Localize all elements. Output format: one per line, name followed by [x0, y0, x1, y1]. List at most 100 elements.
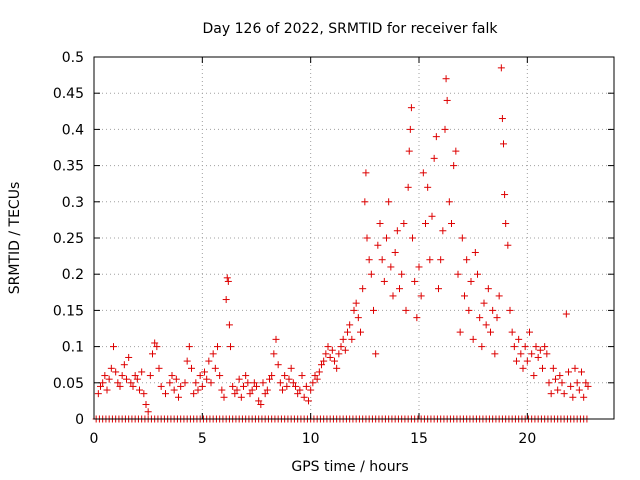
data-point [97, 382, 104, 390]
data-point [328, 346, 336, 354]
data-point [177, 382, 185, 390]
data-point [407, 104, 415, 112]
data-point [560, 390, 568, 398]
data-point [491, 350, 499, 358]
data-point [333, 364, 341, 372]
data-point [253, 382, 260, 390]
data-point [198, 382, 206, 390]
data-point [270, 350, 278, 358]
data-point [439, 227, 447, 235]
data-point [192, 379, 200, 387]
data-point [105, 375, 113, 383]
data-point [393, 227, 401, 235]
axis-ticks: 0 0.05 0.1 0.15 0.2 0.25 0.3 0.35 0.4 0.45 0.5 0 5 10… [53, 50, 614, 447]
data-point [246, 390, 254, 398]
data-point [547, 390, 555, 398]
data-point [116, 382, 124, 390]
data-point [339, 335, 347, 343]
data-point [478, 343, 486, 351]
data-point [194, 386, 202, 394]
data-point [549, 364, 557, 372]
data-point [300, 393, 308, 401]
y-tick-label: 0.35 [53, 159, 84, 175]
data-point [223, 274, 231, 282]
data-point [220, 393, 228, 401]
data-point [469, 335, 477, 343]
data-point [292, 382, 299, 390]
data-point [144, 408, 152, 416]
data-point [344, 328, 351, 336]
data-point [480, 299, 488, 307]
data-point [370, 306, 377, 314]
data-point [545, 379, 553, 387]
data-point [235, 375, 243, 383]
data-point [131, 372, 139, 380]
y-tick-label: 0.1 [62, 340, 84, 356]
data-point [153, 343, 161, 351]
data-point [523, 357, 531, 365]
data-point [530, 372, 538, 380]
data-point [133, 375, 141, 383]
data-point [289, 379, 297, 387]
data-point [482, 321, 490, 329]
data-point [311, 372, 319, 380]
data-point [508, 328, 516, 336]
data-point [441, 125, 449, 133]
grid-lines [94, 57, 614, 419]
data-point [513, 357, 520, 365]
data-point [259, 379, 267, 387]
data-point [363, 234, 371, 242]
data-point [445, 198, 453, 206]
data-point [398, 270, 406, 278]
data-point [562, 310, 570, 318]
data-point [125, 353, 133, 361]
data-point [415, 263, 423, 271]
data-point [324, 343, 332, 351]
data-point [573, 379, 581, 387]
data-point [302, 382, 310, 390]
data-point [380, 277, 388, 285]
data-point [461, 292, 468, 300]
data-point [157, 382, 165, 390]
data-point [274, 361, 282, 369]
data-point [335, 350, 343, 358]
data-point [136, 386, 143, 394]
data-point [287, 364, 295, 372]
data-point [183, 357, 191, 365]
data-point [541, 343, 549, 351]
data-point [495, 292, 503, 300]
data-point [534, 353, 542, 361]
data-point [437, 256, 445, 264]
data-point [374, 241, 382, 249]
data-point [502, 220, 510, 228]
data-point [526, 328, 533, 336]
data-point [326, 353, 334, 361]
data-point [352, 299, 360, 307]
data-point [498, 115, 506, 123]
data-point [268, 372, 276, 380]
data-point [504, 241, 512, 249]
data-point [170, 386, 178, 394]
data-point [337, 343, 345, 351]
data-point [281, 372, 289, 380]
data-point [510, 343, 518, 351]
data-point [285, 375, 293, 383]
data-point [315, 368, 323, 376]
data-point [250, 379, 258, 387]
data-point [357, 328, 364, 336]
data-point [94, 390, 102, 398]
data-point [435, 285, 442, 293]
data-point [489, 306, 497, 314]
data-point [146, 372, 154, 380]
x-tick-label: 0 [90, 431, 99, 447]
y-tick-label: 0.5 [62, 50, 84, 66]
data-point [107, 364, 115, 372]
data-point [166, 379, 174, 387]
data-point [224, 277, 232, 285]
data-point [196, 372, 204, 380]
data-point [218, 386, 226, 394]
data-point [298, 372, 306, 380]
data-point [155, 364, 163, 372]
data-point [168, 372, 176, 380]
data-point [519, 364, 527, 372]
